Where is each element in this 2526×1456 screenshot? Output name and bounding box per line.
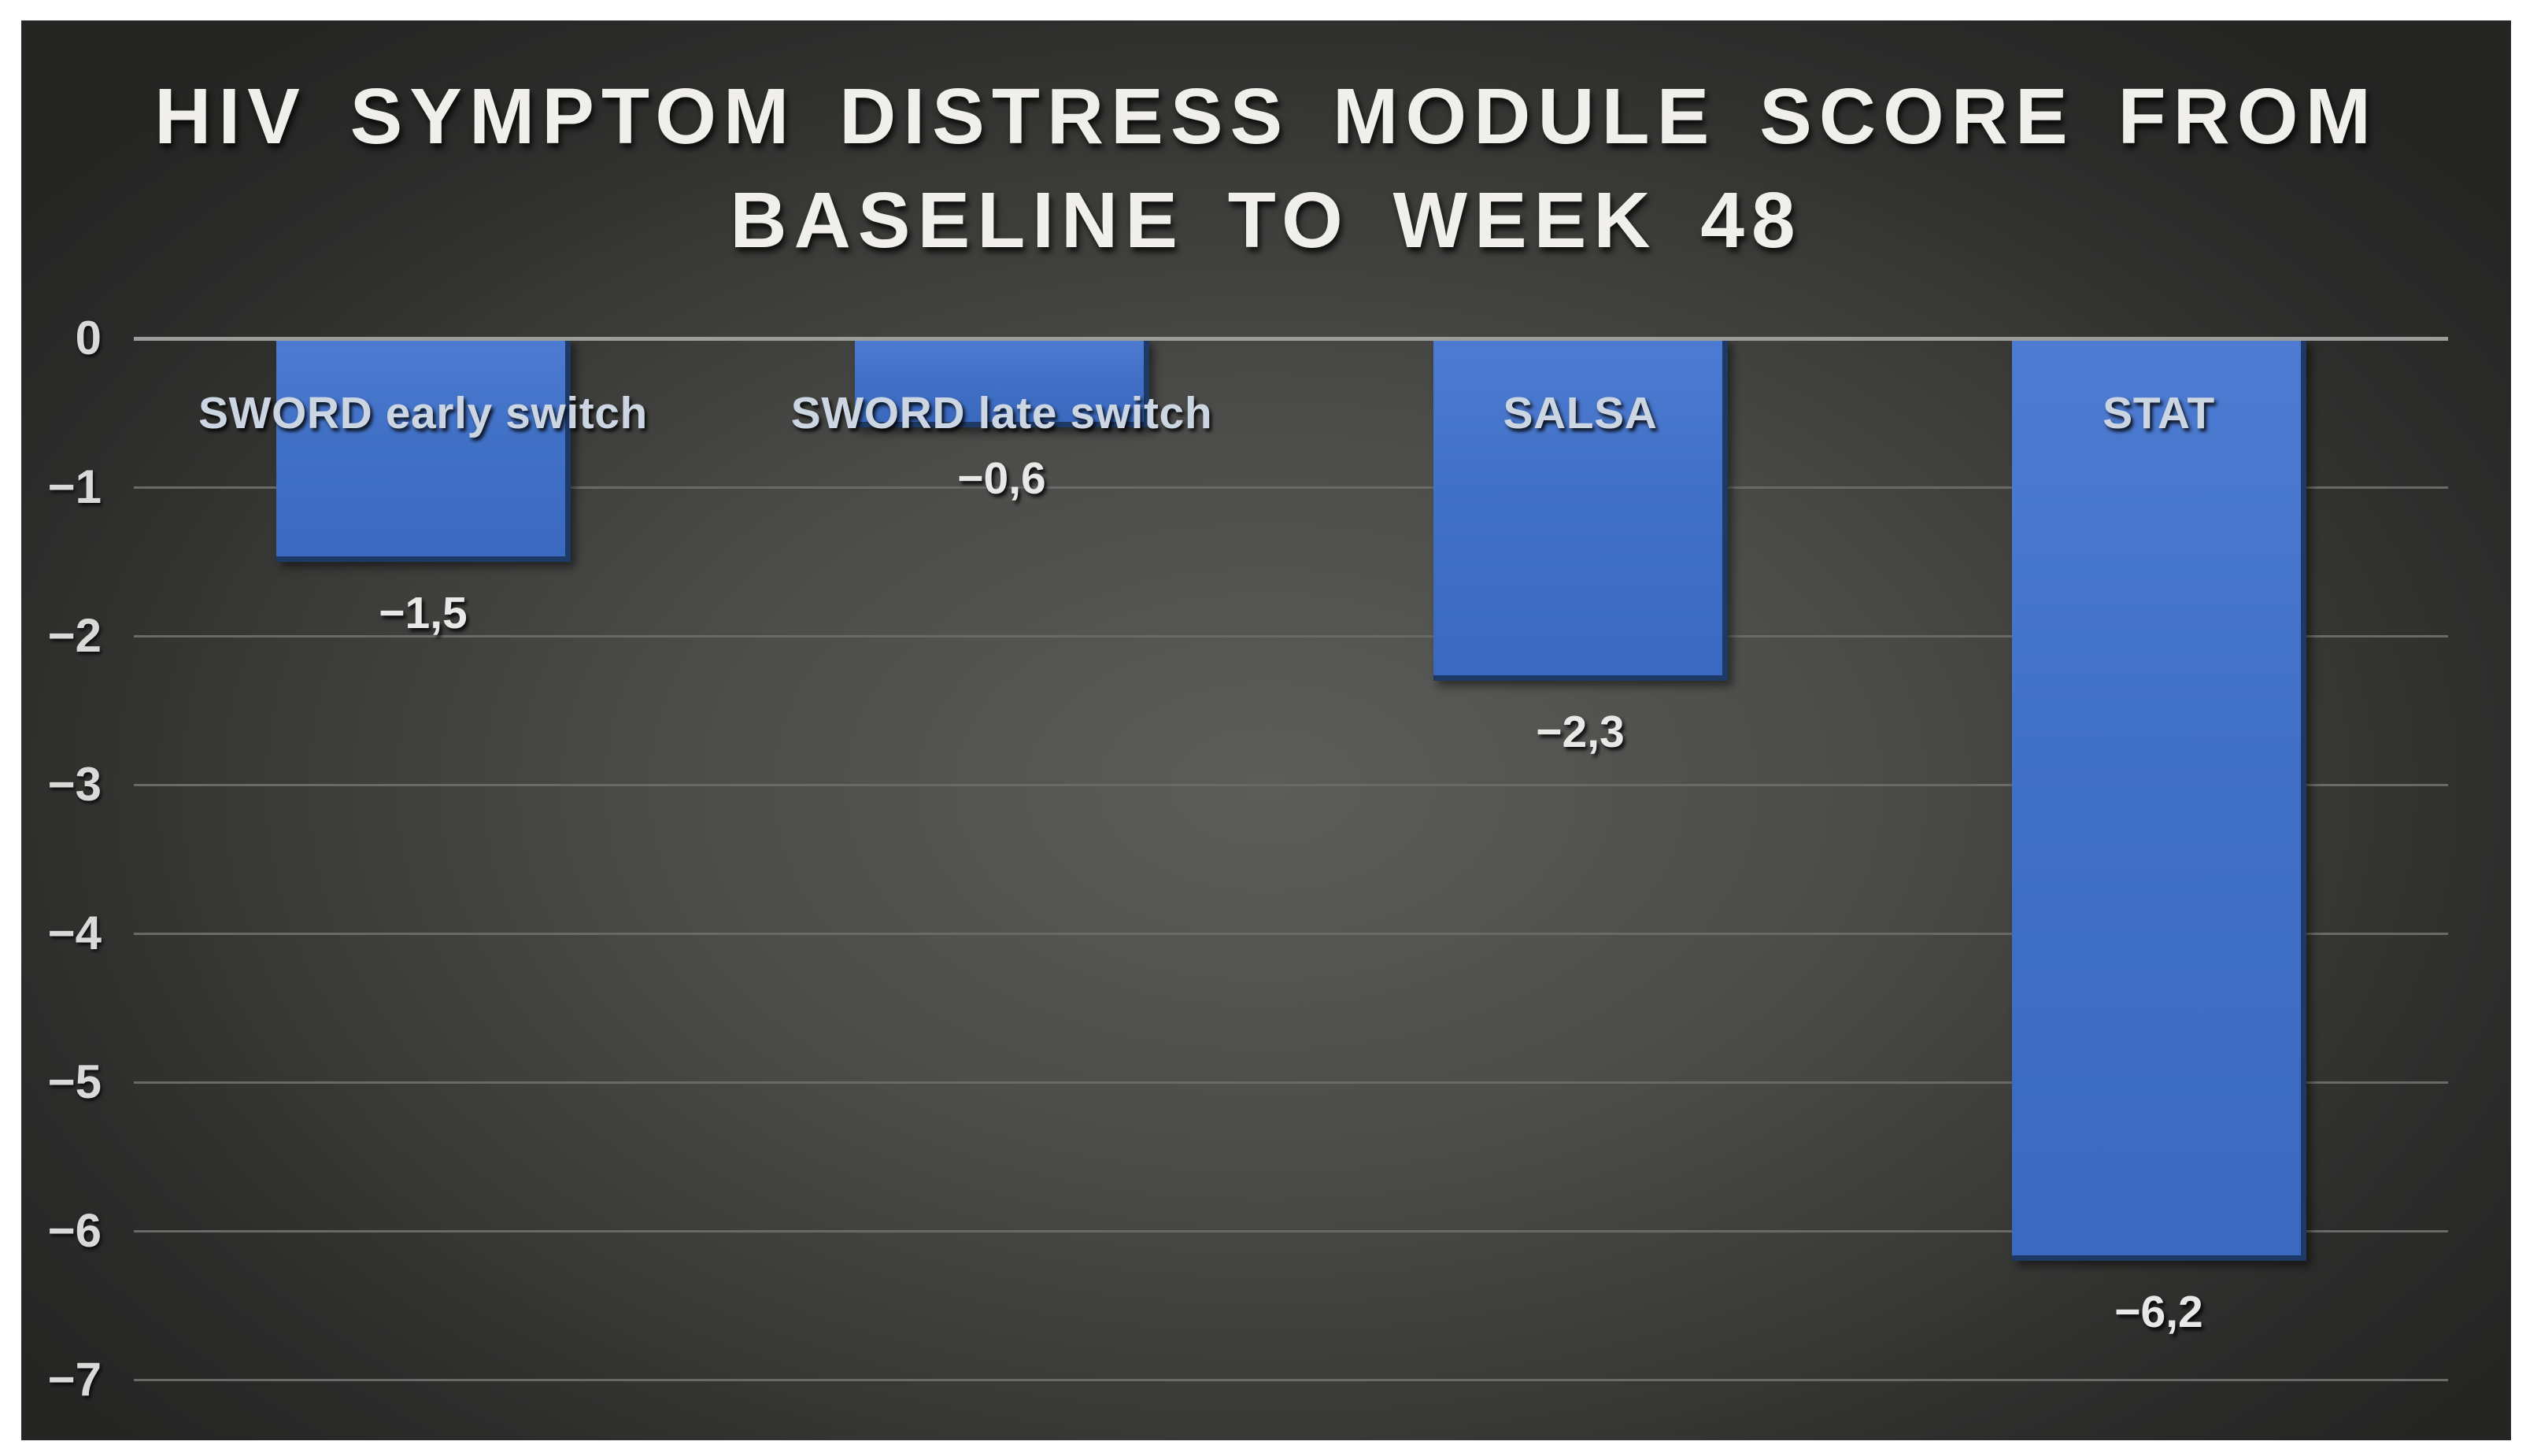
gridline xyxy=(134,1379,2448,1381)
bar-stat[interactable] xyxy=(2011,338,2306,1261)
y-axis-tick-label: −5 xyxy=(47,1055,102,1108)
bar-salsa[interactable] xyxy=(1433,338,1728,681)
gridline xyxy=(134,635,2448,637)
chart-title-line-2: BASELINE TO WEEK 48 xyxy=(730,176,1803,264)
y-axis-tick-label: −7 xyxy=(47,1353,102,1406)
category-label: SWORD late switch xyxy=(790,388,1213,438)
gridline xyxy=(134,1081,2448,1084)
bar-chart[interactable]: HIV SYMPTOM DISTRESS MODULE SCORE FROM B… xyxy=(21,20,2511,1440)
y-axis-tick-label: 0 xyxy=(75,312,102,364)
gridline xyxy=(134,486,2448,489)
gridline xyxy=(134,784,2448,786)
y-axis-tick-label: −2 xyxy=(47,609,102,662)
category-label: SALSA xyxy=(1503,388,1658,438)
gridline xyxy=(134,933,2448,935)
value-label: −0,6 xyxy=(957,453,1046,504)
bar-sword-late-switch[interactable] xyxy=(854,338,1149,428)
value-label: −6,2 xyxy=(2114,1286,2203,1337)
value-label: −1,5 xyxy=(379,587,468,638)
plot-area: 0 −1 −2 −3 −4 −5 −6 −7 SWORD early switch −1,5 SWO… xyxy=(21,20,2511,1440)
y-axis-tick-label: −6 xyxy=(47,1204,102,1257)
chart-title-line-1: HIV SYMPTOM DISTRESS MODULE SCORE FROM xyxy=(154,72,2378,161)
y-axis-tick-label: −3 xyxy=(47,758,102,811)
category-label: SWORD early switch xyxy=(198,388,648,438)
y-axis-tick-label: −1 xyxy=(47,460,102,513)
category-label: STAT xyxy=(2103,388,2215,438)
y-axis-tick-label: −4 xyxy=(47,907,102,959)
x-axis-zero-line xyxy=(134,337,2448,341)
value-label: −2,3 xyxy=(1536,706,1625,757)
chart-title: HIV SYMPTOM DISTRESS MODULE SCORE FROM B… xyxy=(21,65,2511,272)
bar-sword-early-switch[interactable] xyxy=(276,338,571,562)
gridline xyxy=(134,1230,2448,1232)
